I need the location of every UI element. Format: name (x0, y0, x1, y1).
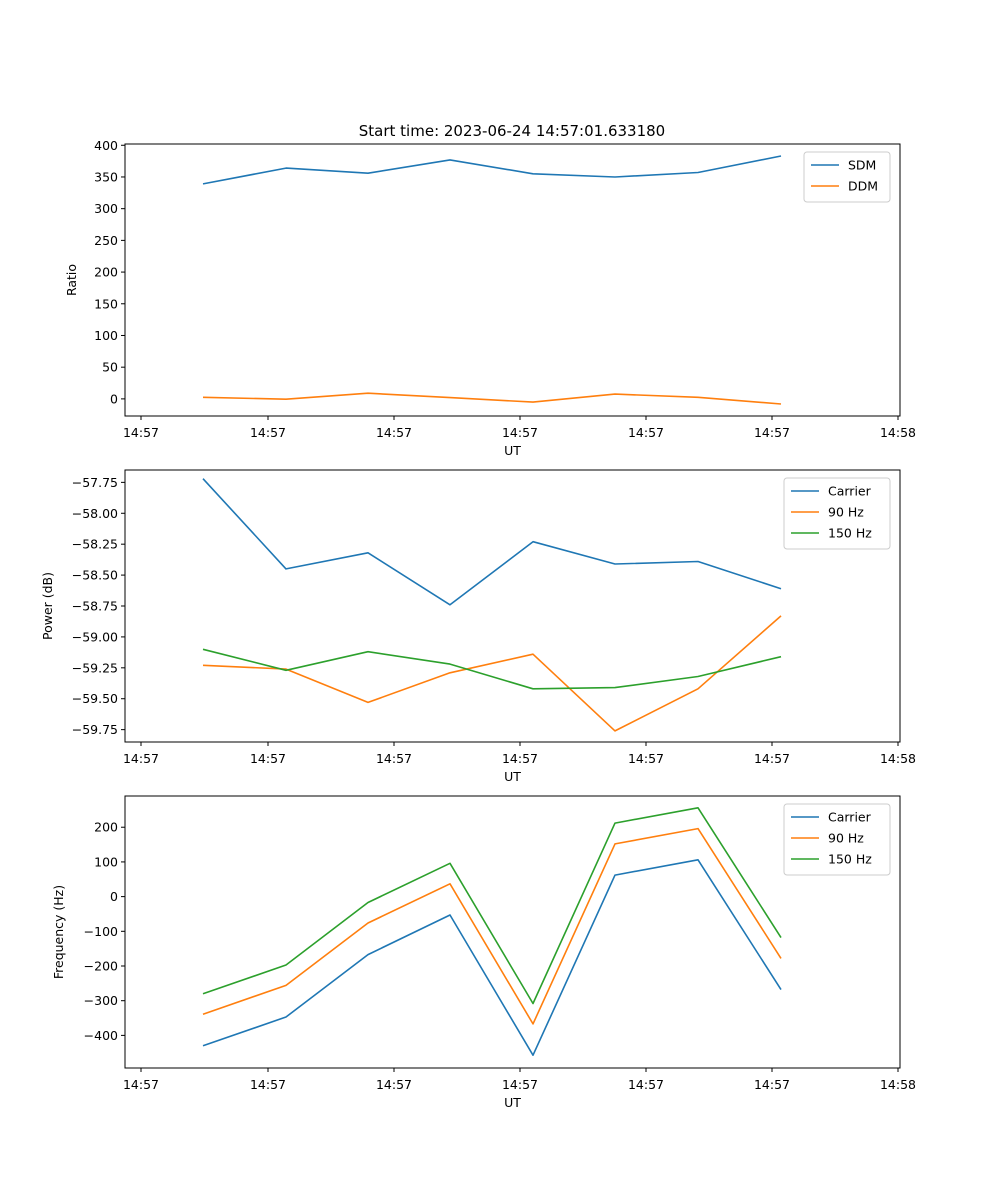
x-axis-label: UT (504, 1095, 521, 1110)
series-line-150-hz (202, 648, 782, 690)
y-tick-label: −59.25 (72, 660, 118, 675)
x-tick-label: 14:57 (376, 1077, 412, 1092)
y-tick-label: −300 (84, 993, 118, 1008)
x-tick-label: 14:57 (628, 1077, 664, 1092)
y-tick-label: −58.75 (72, 599, 118, 614)
series-line-ddm (202, 392, 782, 405)
y-tick-label: −58.50 (72, 568, 118, 583)
x-tick-label: 14:57 (123, 425, 159, 440)
legend-entry: 90 Hz (828, 831, 864, 846)
x-tick-label: 14:57 (502, 425, 538, 440)
y-tick-label: −59.50 (72, 691, 118, 706)
y-tick-label: −200 (84, 959, 118, 974)
y-tick-label: 100 (94, 854, 118, 869)
y-tick-label: 350 (94, 169, 118, 184)
x-tick-label: 14:57 (754, 751, 790, 766)
x-axis-label: UT (504, 769, 521, 784)
x-tick-label: 14:57 (250, 1077, 286, 1092)
legend-entry: Carrier (828, 484, 872, 499)
y-tick-label: 0 (110, 391, 118, 406)
x-tick-label: 14:57 (628, 425, 664, 440)
figure-title: Start time: 2023-06-24 14:57:01.633180 (359, 122, 665, 140)
series-line-150-hz (202, 806, 782, 1005)
y-tick-label: 200 (94, 265, 118, 280)
y-tick-label: 100 (94, 328, 118, 343)
x-tick-label: 14:57 (376, 425, 412, 440)
x-tick-label: 14:57 (754, 425, 790, 440)
legend-entry: DDM (848, 179, 878, 194)
legend-entry: SDM (848, 158, 876, 173)
legend-box (803, 151, 891, 203)
series-line-90-hz (202, 615, 782, 732)
y-tick-label: −59.75 (72, 722, 118, 737)
y-tick-label: 300 (94, 201, 118, 216)
y-tick-label: 200 (94, 820, 118, 835)
x-tick-label: 14:57 (123, 1077, 159, 1092)
plot-frame (124, 143, 901, 417)
legend-entry: 150 Hz (828, 852, 872, 867)
x-tick-label: 14:57 (502, 1077, 538, 1092)
legend: Carrier 90 Hz 150 Hz (783, 803, 891, 876)
legend: SDM DDM (803, 151, 891, 203)
y-tick-label: −59.00 (72, 629, 118, 644)
plot-frame (124, 795, 901, 1069)
series-line-carrier (202, 858, 782, 1056)
x-tick-label: 14:57 (754, 1077, 790, 1092)
series-line-90-hz (202, 827, 782, 1025)
legend-box (783, 477, 891, 550)
y-axis-label: Power (dB) (40, 572, 55, 640)
x-tick-label: 14:57 (628, 751, 664, 766)
ratio-panel: 0 50 100 150 200 250 300 350 400 14:57 14:57 14:57 1… (64, 138, 916, 458)
y-tick-label: −100 (84, 924, 118, 939)
x-axis-label: UT (504, 443, 521, 458)
y-tick-label: −58.25 (72, 537, 118, 552)
x-tick-label: 14:57 (250, 425, 286, 440)
series-line-carrier (202, 478, 782, 606)
x-tick-label: 14:58 (880, 1077, 916, 1092)
y-tick-label: 250 (94, 233, 118, 248)
x-tick-label: 14:57 (502, 751, 538, 766)
legend-box (783, 803, 891, 876)
y-tick-label: 0 (110, 889, 118, 904)
y-tick-label: −400 (84, 1028, 118, 1043)
y-tick-label: 50 (102, 360, 118, 375)
frequency-panel: −400 −300 −200 −100 0 100 200 14:57 14:57 14:57 14… (51, 795, 916, 1110)
x-tick-label: 14:57 (250, 751, 286, 766)
x-tick-label: 14:58 (880, 751, 916, 766)
y-axis-label: Ratio (64, 264, 79, 296)
x-tick-label: 14:58 (880, 425, 916, 440)
legend: Carrier 90 Hz 150 Hz (783, 477, 891, 550)
y-tick-label: −57.75 (72, 475, 118, 490)
y-tick-label: −58.00 (72, 506, 118, 521)
series-line-sdm (202, 155, 782, 185)
y-axis-label: Frequency (Hz) (51, 885, 66, 979)
y-tick-label: 150 (94, 296, 118, 311)
legend-entry: 90 Hz (828, 505, 864, 520)
x-tick-label: 14:57 (376, 751, 412, 766)
x-tick-label: 14:57 (123, 751, 159, 766)
legend-entry: Carrier (828, 810, 872, 825)
y-tick-label: 400 (94, 138, 118, 153)
power-panel: −59.75 −59.50 −59.25 −59.00 −58.75 −58.50 −58.… (40, 469, 916, 784)
legend-entry: 150 Hz (828, 526, 872, 541)
